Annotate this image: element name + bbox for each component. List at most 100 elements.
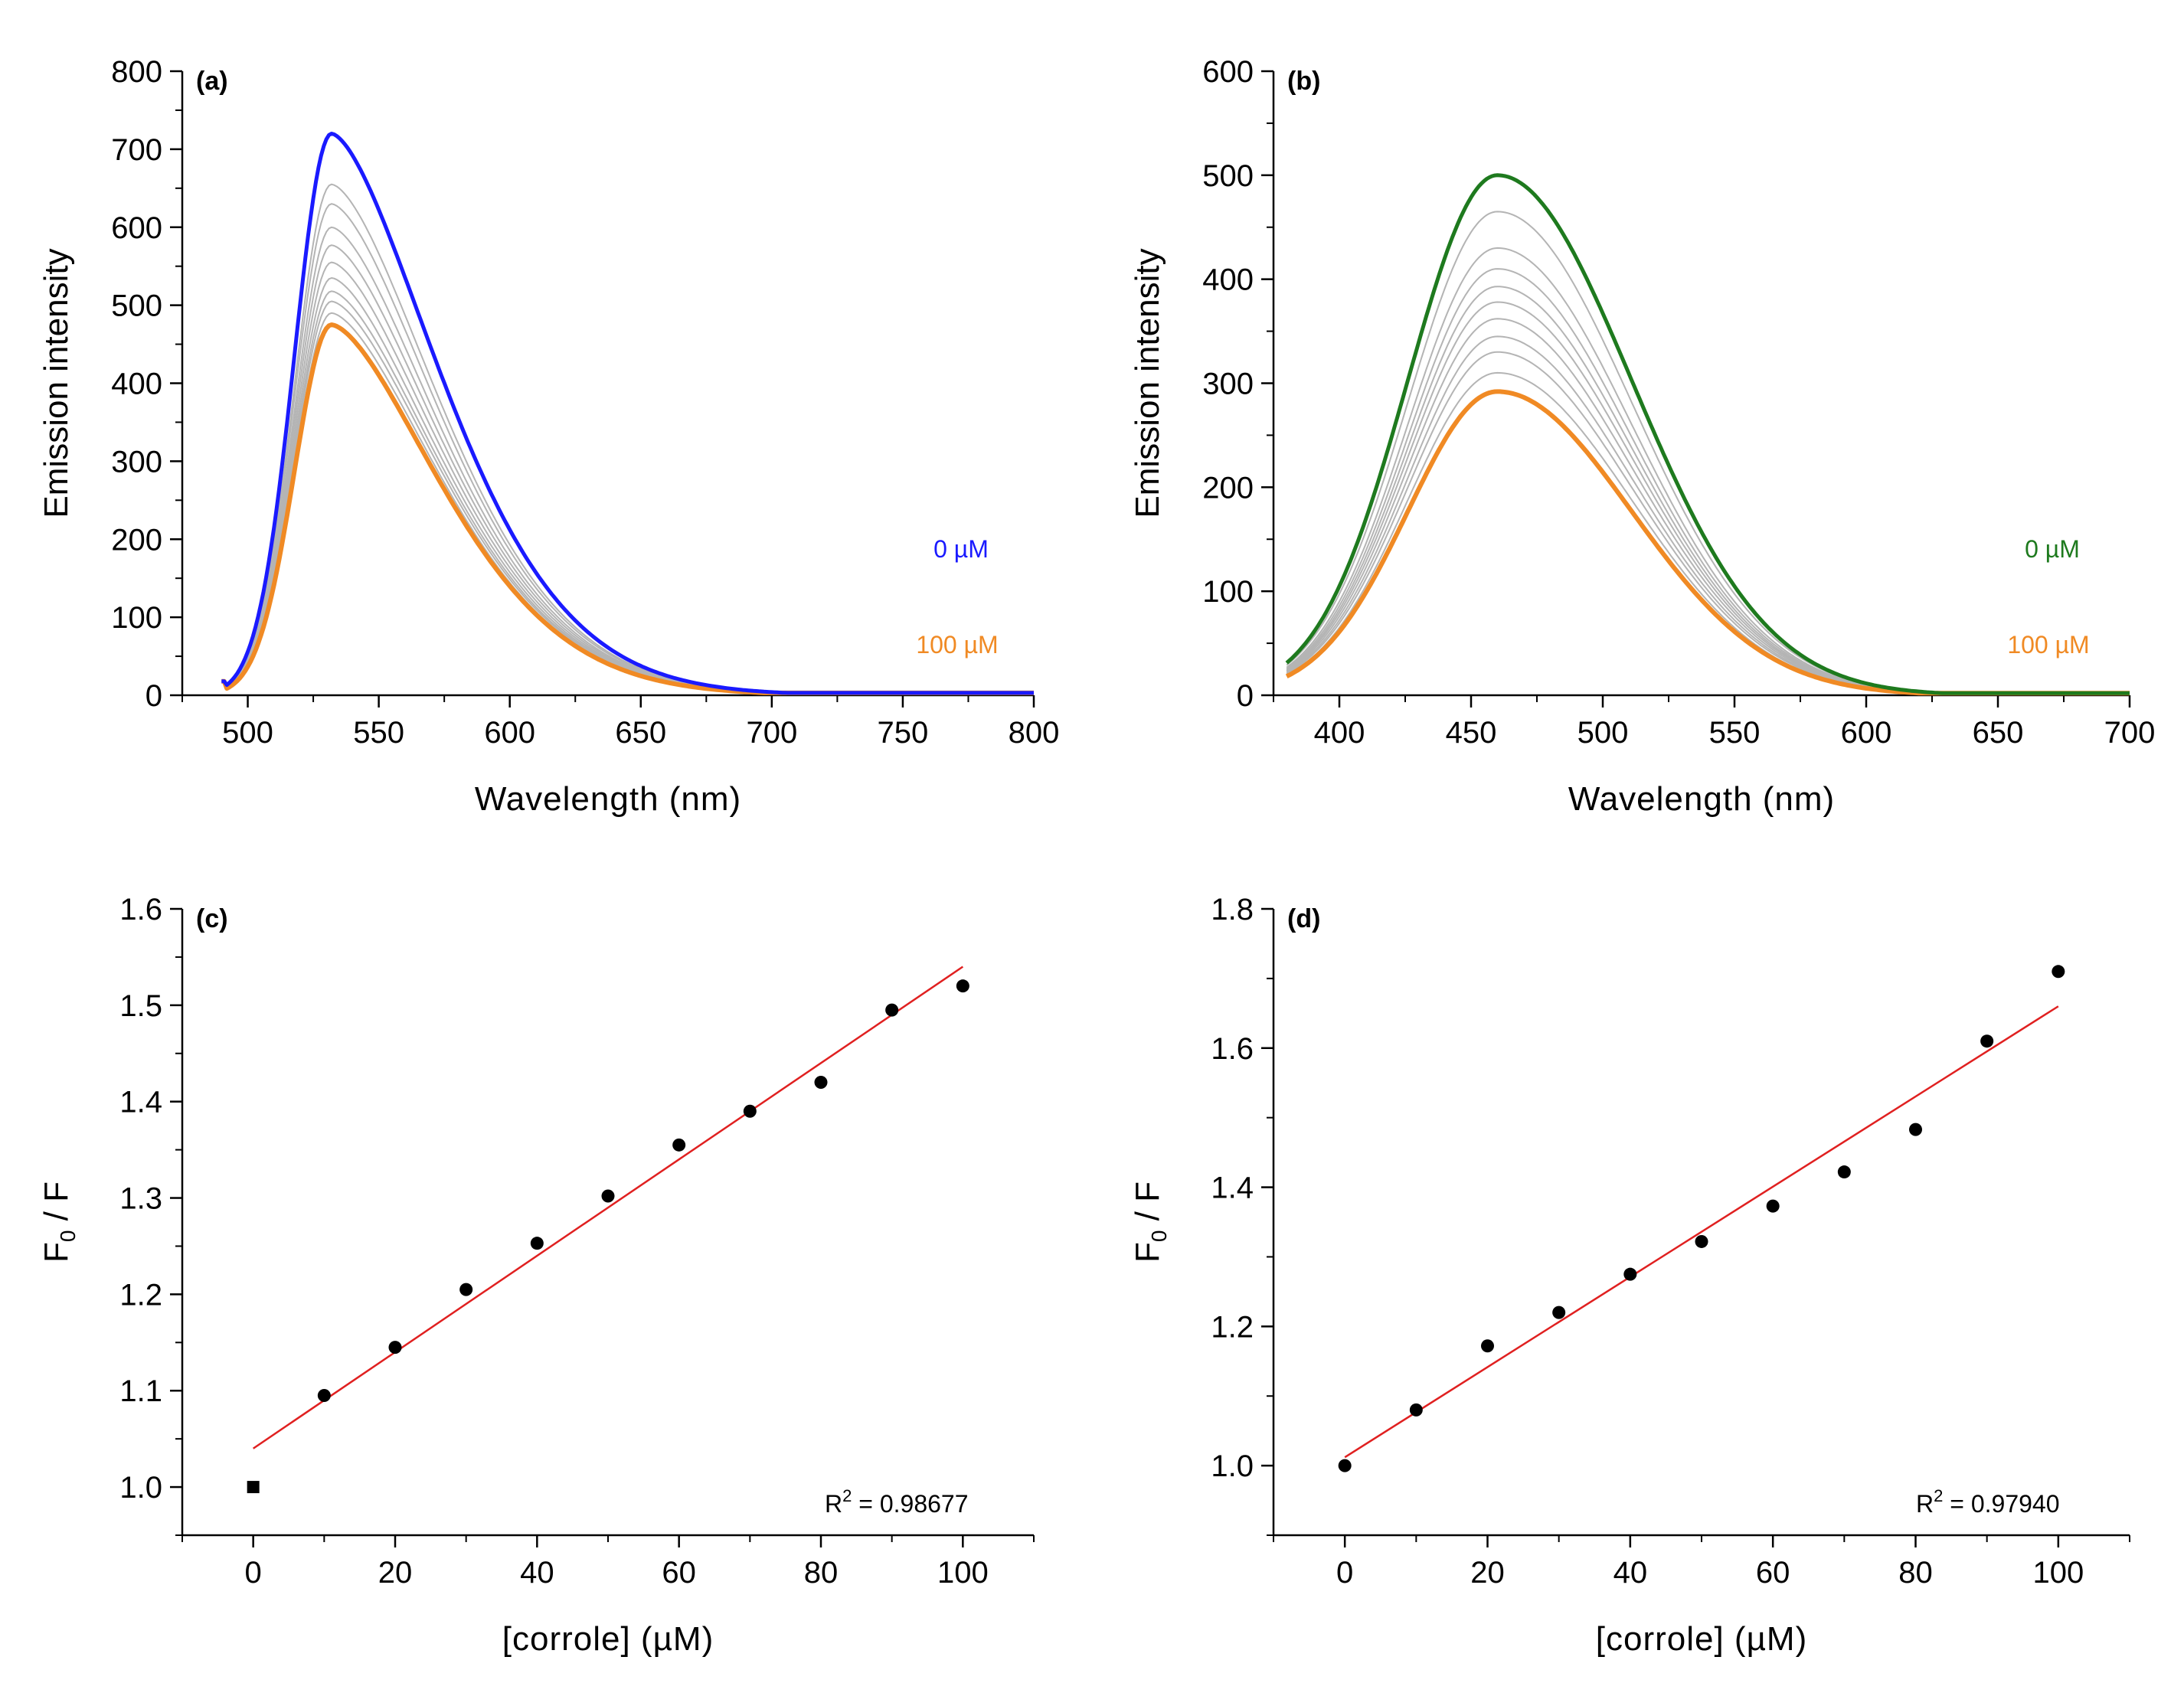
y-tick-label: 1.0 bbox=[119, 1471, 162, 1505]
series-label-bottom: 100 µM bbox=[916, 631, 998, 658]
x-tick-label: 650 bbox=[615, 716, 666, 750]
series-line-30MuM bbox=[1286, 268, 2130, 694]
y-tick-label: 1.1 bbox=[119, 1374, 162, 1408]
y-tick-label: 300 bbox=[1202, 368, 1254, 401]
y-axis-label: Emission intensity bbox=[38, 248, 75, 518]
y-tick-label: 1.6 bbox=[119, 893, 162, 926]
x-tick-label: 550 bbox=[353, 716, 404, 750]
x-tick-label: 550 bbox=[1709, 716, 1761, 750]
x-tick-label: 650 bbox=[1973, 716, 2024, 750]
y-axis-label-tail: / F bbox=[38, 1181, 75, 1230]
y-tick-label: 500 bbox=[1202, 159, 1254, 193]
data-point bbox=[1552, 1306, 1566, 1319]
y-tick-label: 1.3 bbox=[119, 1182, 162, 1216]
series-line-60MuM bbox=[221, 277, 1034, 694]
series-line-60MuM bbox=[1286, 318, 2130, 694]
x-tick-label: 600 bbox=[484, 716, 535, 750]
x-tick-label: 500 bbox=[222, 716, 273, 750]
y-tick-label: 1.2 bbox=[119, 1278, 162, 1312]
data-point bbox=[956, 979, 969, 993]
x-tick-label: 700 bbox=[2104, 716, 2156, 750]
panel-title: (d) bbox=[1287, 904, 1320, 933]
x-axis-label: Wavelength (nm) bbox=[1568, 780, 1835, 818]
x-axis-label: [corrole] (µM) bbox=[1596, 1620, 1807, 1658]
y-tick-label: 1.6 bbox=[1211, 1032, 1254, 1066]
panel-0-axes: 500 550 600 650 700 750 800 0 100 200 300 400 500 600… bbox=[111, 55, 1059, 818]
series-line-0MuM bbox=[1285, 173, 2130, 695]
x-tick-label: 60 bbox=[662, 1556, 696, 1590]
series-label-bottom: 100 µM bbox=[2007, 631, 2089, 658]
y-tick-label: 1.5 bbox=[119, 989, 162, 1023]
data-point bbox=[672, 1138, 686, 1152]
series-line-80MuM bbox=[221, 300, 1034, 694]
r-squared-sup: 2 bbox=[1934, 1486, 1943, 1505]
series-line-90MuM bbox=[221, 312, 1034, 694]
panel-3-marks: R2 = 0.97940 F0 / F bbox=[1129, 965, 2065, 1518]
y-tick-label: 1.2 bbox=[1211, 1310, 1254, 1344]
panel-title: (a) bbox=[196, 67, 228, 96]
x-tick-label: 80 bbox=[1898, 1556, 1933, 1590]
data-point bbox=[1766, 1199, 1780, 1213]
x-tick-label: 0 bbox=[1336, 1556, 1353, 1590]
y-tick-label: 0 bbox=[1237, 679, 1254, 713]
r-squared-letter: R bbox=[1916, 1490, 1934, 1518]
y-axis-label-main: F bbox=[38, 1242, 75, 1263]
y-axis-label-sub: 0 bbox=[1147, 1230, 1171, 1243]
y-tick-label: 600 bbox=[1202, 55, 1254, 89]
panel-1-axes: 400 450 500 550 600 650 700 0 100 200 300 400 500 600… bbox=[1202, 55, 2155, 818]
y-tick-label: 0 bbox=[145, 679, 162, 713]
y-tick-label: 400 bbox=[111, 368, 162, 401]
r-squared-letter: R bbox=[825, 1490, 842, 1518]
series-line-80MuM bbox=[1286, 351, 2130, 694]
y-axis-label-sub: 0 bbox=[56, 1230, 80, 1243]
x-tick-label: 20 bbox=[1470, 1556, 1505, 1590]
y-axis-label: F0 / F bbox=[1129, 1181, 1171, 1263]
data-point bbox=[1695, 1234, 1708, 1248]
y-tick-label: 100 bbox=[111, 601, 162, 635]
fit-line bbox=[252, 966, 964, 1449]
panel-1-curves bbox=[1285, 173, 2130, 696]
data-point bbox=[459, 1283, 473, 1296]
data-point bbox=[743, 1104, 757, 1118]
panel-0-curves bbox=[221, 132, 1034, 695]
x-tick-label: 0 bbox=[245, 1556, 262, 1590]
x-tick-label: 700 bbox=[746, 716, 797, 750]
panel-title: (c) bbox=[196, 904, 228, 933]
x-tick-label: 750 bbox=[878, 716, 929, 750]
data-point bbox=[1837, 1165, 1851, 1179]
y-tick-label: 800 bbox=[111, 55, 162, 89]
series-line-10MuM bbox=[221, 183, 1034, 694]
panel-3-axes: 0 20 40 60 80 100 1.0 1.2 1.4 1.6 1.8 (d) [corrole] … bbox=[1211, 893, 2130, 1658]
data-point bbox=[1623, 1267, 1637, 1281]
data-point bbox=[1409, 1403, 1423, 1417]
series-line-20MuM bbox=[1286, 247, 2130, 694]
y-tick-label: 700 bbox=[111, 133, 162, 167]
data-point bbox=[247, 1481, 260, 1494]
r-squared-value: = 0.98677 bbox=[852, 1490, 968, 1518]
x-tick-label: 450 bbox=[1446, 716, 1497, 750]
y-axis-label: F0 / F bbox=[38, 1181, 80, 1263]
r-squared-sup: 2 bbox=[842, 1486, 852, 1505]
series-line-70MuM bbox=[1286, 335, 2130, 694]
series-label-top: 0 µM bbox=[2025, 535, 2080, 563]
x-axis-label: Wavelength (nm) bbox=[475, 780, 741, 818]
x-tick-label: 600 bbox=[1841, 716, 1892, 750]
y-tick-label: 300 bbox=[111, 445, 162, 479]
x-tick-label: 60 bbox=[1756, 1556, 1790, 1590]
y-tick-label: 200 bbox=[1202, 471, 1254, 505]
r-squared-label: R2 = 0.97940 bbox=[1916, 1486, 2060, 1518]
y-tick-label: 1.4 bbox=[1211, 1172, 1254, 1205]
x-tick-label: 100 bbox=[937, 1556, 989, 1590]
x-axis-label: [corrole] (µM) bbox=[502, 1620, 714, 1658]
y-tick-label: 200 bbox=[111, 523, 162, 557]
series-line-40MuM bbox=[221, 244, 1034, 694]
x-tick-label: 400 bbox=[1314, 716, 1365, 750]
y-tick-label: 1.8 bbox=[1211, 893, 1254, 926]
y-tick-label: 100 bbox=[1202, 575, 1254, 609]
data-point bbox=[388, 1341, 402, 1355]
data-point bbox=[1980, 1034, 1994, 1048]
data-point bbox=[885, 1003, 899, 1017]
panel-2-axes: 0 20 40 60 80 100 1.0 1.1 1.2 1.3 1.4 1.5 1.6 (c) [cor… bbox=[119, 893, 1035, 1658]
x-tick-label: 80 bbox=[804, 1556, 839, 1590]
